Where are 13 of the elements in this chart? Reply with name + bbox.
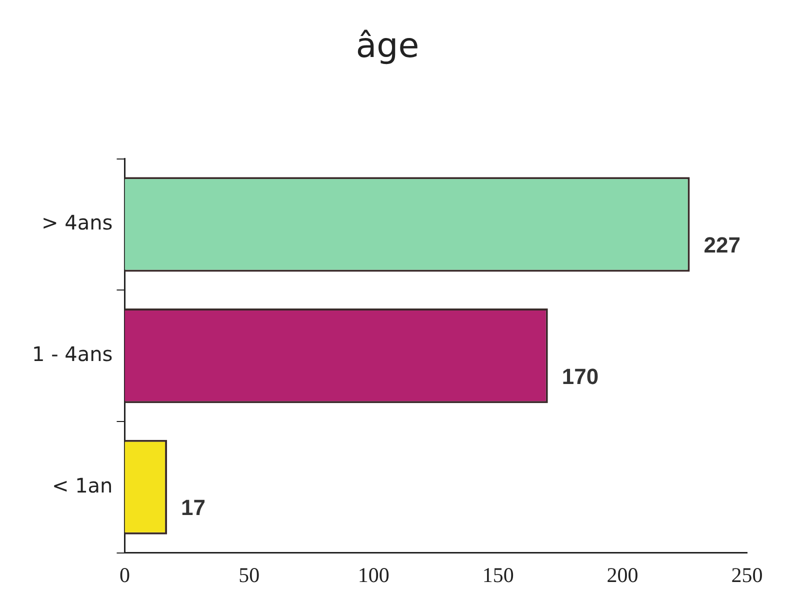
data-label: 170 — [562, 364, 599, 389]
data-label: 17 — [181, 495, 206, 520]
x-tick-label: 150 — [482, 562, 514, 587]
x-tick-label: 0 — [119, 562, 130, 587]
y-tick-label: < 1an — [52, 473, 113, 498]
x-tick-label: 250 — [731, 562, 763, 587]
y-tick-label: 1 - 4ans — [32, 342, 113, 366]
y-tick-label: > 4ans — [42, 210, 113, 235]
x-tick-label: 100 — [358, 562, 390, 587]
x-tick-label: 50 — [238, 562, 260, 587]
chart-title: âge — [356, 26, 420, 66]
x-tick-label: 200 — [606, 562, 638, 587]
data-label: 227 — [704, 232, 740, 258]
